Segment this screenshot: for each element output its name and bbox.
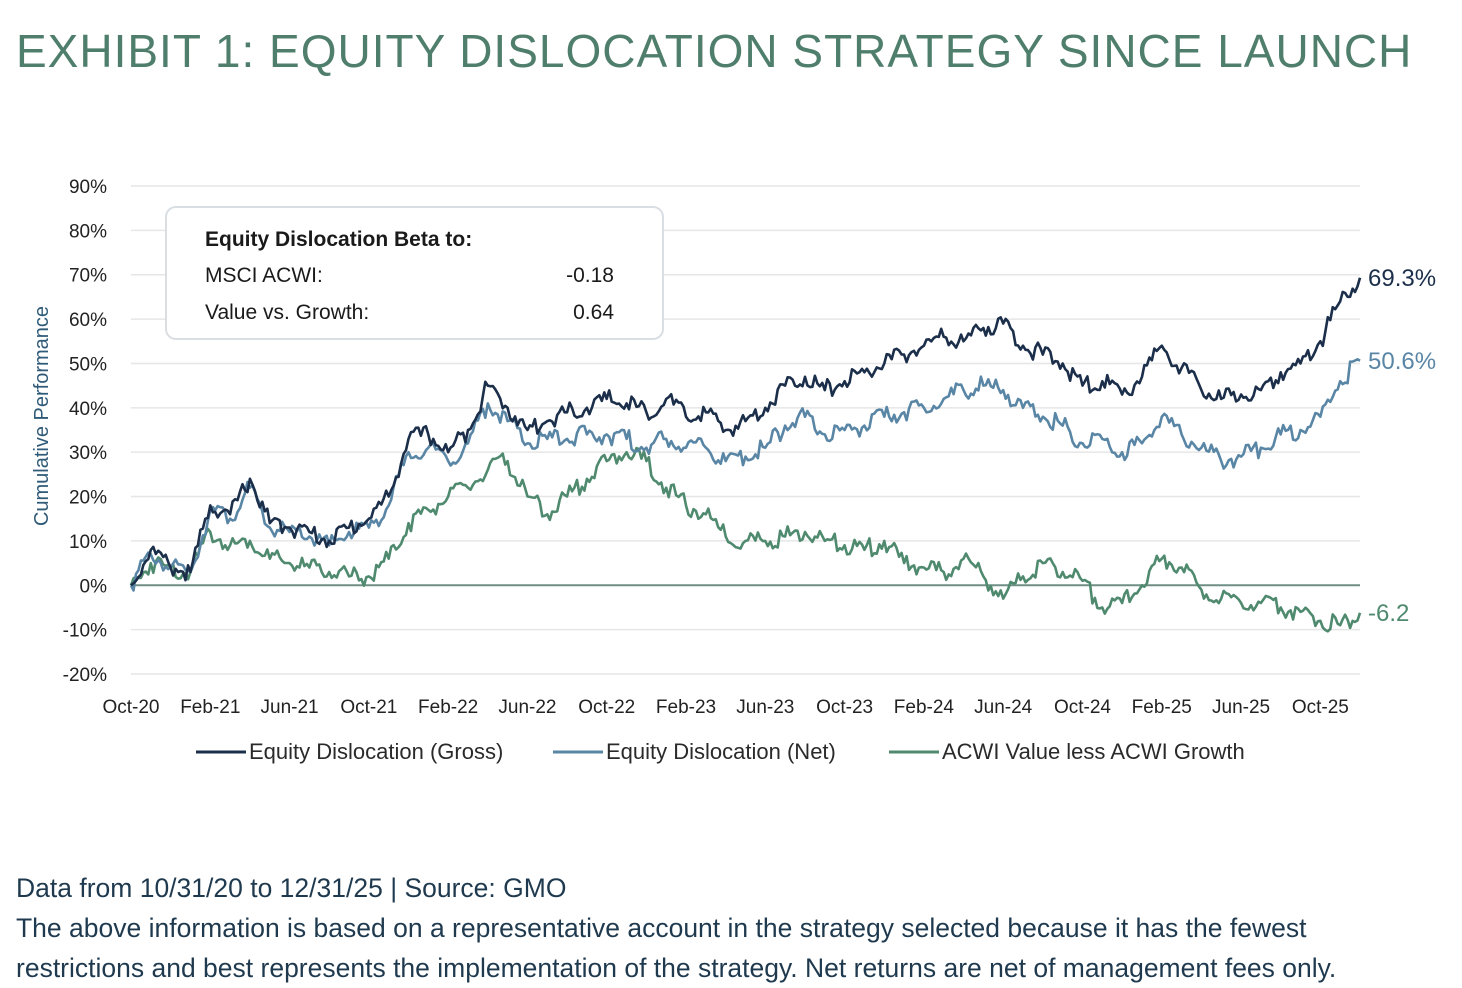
beta-box-heading: Equity Dislocation Beta to: [205, 228, 472, 251]
legend-label-gross: Equity Dislocation (Gross) [249, 739, 503, 764]
x-tick-label: Oct-21 [340, 697, 397, 718]
beta-box: Equity Dislocation Beta to: MSCI ACWI: -… [165, 206, 664, 340]
footer: Data from 10/31/20 to 12/31/25 | Source:… [16, 868, 1336, 988]
x-tick-label: Jun-25 [1212, 697, 1270, 718]
legend-label-net: Equity Dislocation (Net) [606, 739, 836, 764]
series-line-gross [130, 277, 1362, 587]
y-tick-label: 70% [69, 266, 107, 287]
x-tick-layer: Oct-20 Feb-21 Jun-21 Oct-21 Feb-22 Jun-22 Oct-… [102, 697, 1348, 718]
x-tick-label: Feb-23 [656, 697, 716, 718]
legend-label-value-growth: ACWI Value less ACWI Growth [942, 739, 1245, 764]
chart-svg: 90% 80% 70% 60% 50% 40% 30% 20% 10% 0% -10% -20% Oc… [31, 177, 1436, 764]
x-tick-label: Jun-22 [498, 697, 556, 718]
footer-disclaimer-line-2: restrictions and best represents the imp… [16, 953, 1337, 983]
y-tick-layer: 90% 80% 70% 60% 50% 40% 30% 20% 10% 0% -10% -20% [63, 177, 107, 686]
x-tick-label: Feb-22 [418, 697, 478, 718]
x-tick-label: Jun-21 [261, 697, 319, 718]
x-tick-label: Feb-21 [180, 697, 240, 718]
beta-row-label-value-growth: Value vs. Growth: [205, 301, 369, 324]
y-tick-label: 10% [69, 532, 107, 553]
beta-row-value-value-growth: 0.64 [573, 301, 614, 324]
beta-row-value-acwi: -0.18 [566, 264, 614, 287]
beta-row-label-acwi: MSCI ACWI: [205, 264, 323, 287]
series-line-net [129, 358, 1361, 592]
series-layer [129, 277, 1362, 633]
x-tick-label: Feb-25 [1132, 697, 1192, 718]
x-tick-label: Jun-24 [974, 697, 1033, 718]
x-tick-label: Oct-25 [1292, 697, 1349, 718]
x-tick-label: Oct-20 [102, 697, 159, 718]
series-line-value-growth [129, 446, 1362, 633]
footer-disclaimer-line-1: The above information is based on a repr… [16, 913, 1307, 943]
x-tick-label: Oct-24 [1054, 697, 1111, 718]
y-tick-label: 20% [69, 488, 107, 509]
legend: Equity Dislocation (Gross) Equity Disloc… [196, 739, 1245, 764]
y-axis-label: Cumulative Performance [31, 306, 53, 526]
x-tick-label: Oct-23 [816, 697, 873, 718]
footer-source-line: Data from 10/31/20 to 12/31/25 | Source:… [16, 873, 567, 903]
y-tick-label: 40% [69, 399, 107, 420]
x-tick-label: Jun-23 [736, 697, 794, 718]
end-label-net: 50.6% [1368, 348, 1436, 375]
y-tick-label: 30% [69, 443, 107, 464]
y-tick-label: 60% [69, 310, 107, 331]
y-tick-label: 50% [69, 354, 107, 375]
end-label-gross: 69.3% [1368, 265, 1436, 292]
y-tick-label: -10% [63, 621, 107, 642]
y-tick-label: 90% [69, 177, 107, 198]
x-tick-label: Feb-24 [894, 697, 955, 718]
end-label-layer: 69.3% 50.6% -6.2 [1368, 265, 1436, 627]
chart-title: EXHIBIT 1: EQUITY DISLOCATION STRATEGY S… [16, 25, 1413, 77]
y-tick-label: -20% [63, 665, 107, 686]
end-label-value-growth: -6.2 [1368, 600, 1409, 627]
y-tick-label: 0% [80, 576, 108, 597]
y-tick-label: 80% [69, 221, 107, 242]
x-tick-label: Oct-22 [578, 697, 635, 718]
beta-box-frame [165, 206, 664, 340]
